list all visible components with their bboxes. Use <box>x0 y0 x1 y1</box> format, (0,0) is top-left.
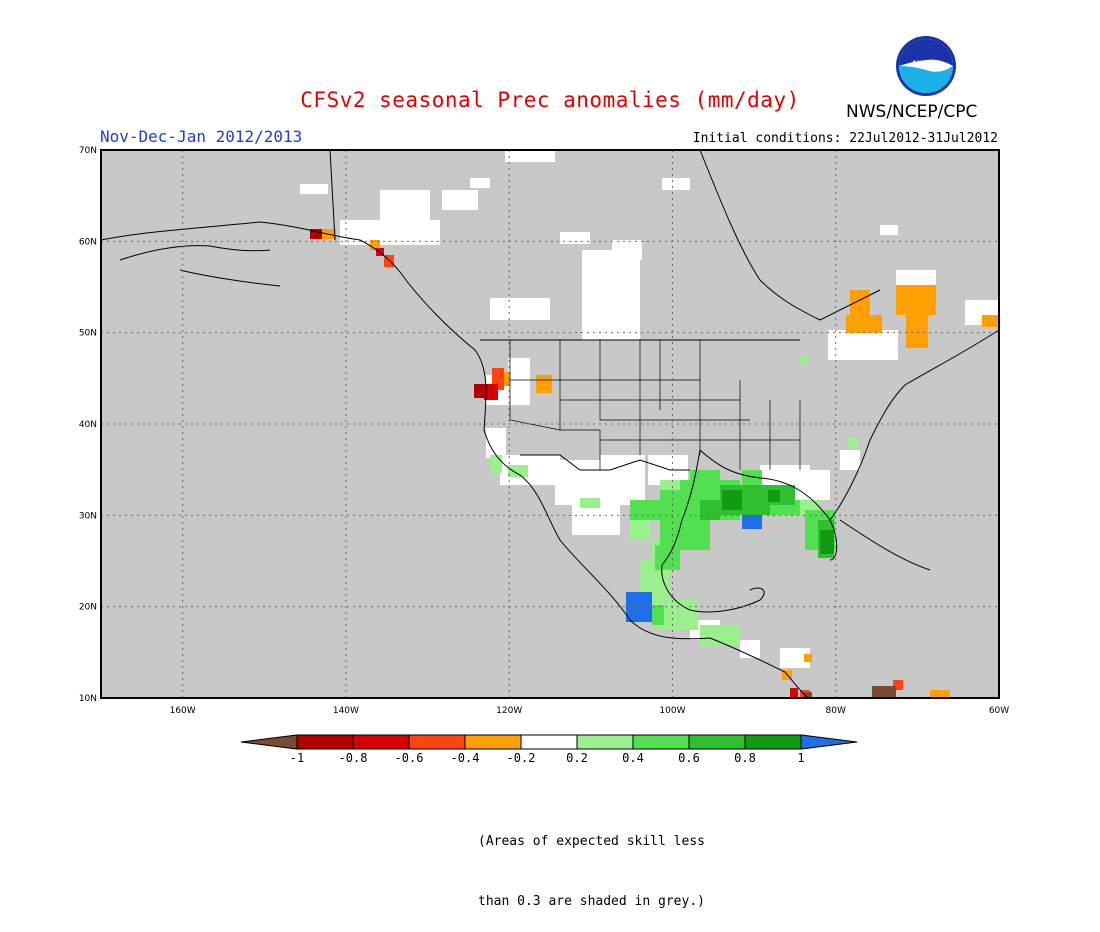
lat-label-40N: 40N <box>79 420 97 430</box>
legend-tick-label: -0.2 <box>507 751 536 765</box>
legend-swatch <box>632 734 690 750</box>
map-frame <box>100 149 1000 699</box>
legend-tick-label: -0.8 <box>339 751 368 765</box>
lat-label-30N: 30N <box>79 511 97 521</box>
coastlines <box>100 149 1000 699</box>
legend-tick-label: -0.4 <box>451 751 480 765</box>
lat-label-70N: 70N <box>79 146 97 156</box>
legend-swatch <box>408 734 466 750</box>
agency-label: NWS/NCEP/CPC <box>846 102 978 122</box>
skill-note: (Areas of expected skill less than 0.3 a… <box>478 792 705 932</box>
legend-swatch <box>744 734 802 750</box>
legend-tick-label: 1 <box>797 751 804 765</box>
legend-swatch <box>464 734 522 750</box>
logo-text: NOAA <box>913 59 940 69</box>
longitude-labels: 160W 140W 120W 100W 80W 60W <box>170 706 1010 716</box>
legend-swatch <box>688 734 746 750</box>
grid-lines <box>101 150 999 698</box>
legend-swatch <box>296 734 354 750</box>
legend-tick-label: -1 <box>290 751 304 765</box>
skill-note-line-2: than 0.3 are shaded in grey.) <box>478 894 705 909</box>
legend-swatch <box>352 734 410 750</box>
initial-conditions-label: Initial conditions: 22Jul2012-31Jul2012 <box>692 131 998 146</box>
noaa-logo: NOAA <box>896 36 956 96</box>
legend-tick-label: 0.8 <box>734 751 756 765</box>
lon-label-160W: 160W <box>170 706 196 716</box>
lon-label-80W: 80W <box>826 706 846 716</box>
skill-note-line-1: (Areas of expected skill less <box>478 834 705 849</box>
map-background <box>101 150 999 698</box>
map-figure: NOAA <box>79 36 1010 765</box>
lat-label-20N: 20N <box>79 603 97 613</box>
legend-swatch-low-arrow <box>240 734 298 750</box>
legend-swatch <box>520 734 578 750</box>
lon-label-120W: 120W <box>496 706 522 716</box>
state-borders <box>509 340 801 470</box>
lat-label-10N: 10N <box>79 694 97 704</box>
legend-tick-labels: -1 -0.8 -0.6 -0.4 -0.2 0.2 0.4 0.6 0.8 1 <box>290 751 805 765</box>
legend-swatch <box>576 734 634 750</box>
legend-tick-label: 0.2 <box>566 751 588 765</box>
legend-swatch-high-arrow <box>800 734 858 750</box>
legend-tick-label: 0.4 <box>622 751 644 765</box>
latitude-labels: 70N 60N 50N 40N 30N 20N 10N <box>79 146 97 704</box>
legend-tick-label: -0.6 <box>395 751 424 765</box>
lat-label-50N: 50N <box>79 329 97 339</box>
legend-colorbar <box>240 734 858 750</box>
anomaly-cells <box>300 150 999 698</box>
season-label: Nov-Dec-Jan 2012/2013 <box>100 127 303 146</box>
legend-tick-label: 0.6 <box>678 751 700 765</box>
lat-label-60N: 60N <box>79 237 97 247</box>
lon-label-60W: 60W <box>989 706 1009 716</box>
lon-label-100W: 100W <box>659 706 685 716</box>
map-title: CFSv2 seasonal Prec anomalies (mm/day) <box>300 88 800 112</box>
lon-label-140W: 140W <box>333 706 359 716</box>
